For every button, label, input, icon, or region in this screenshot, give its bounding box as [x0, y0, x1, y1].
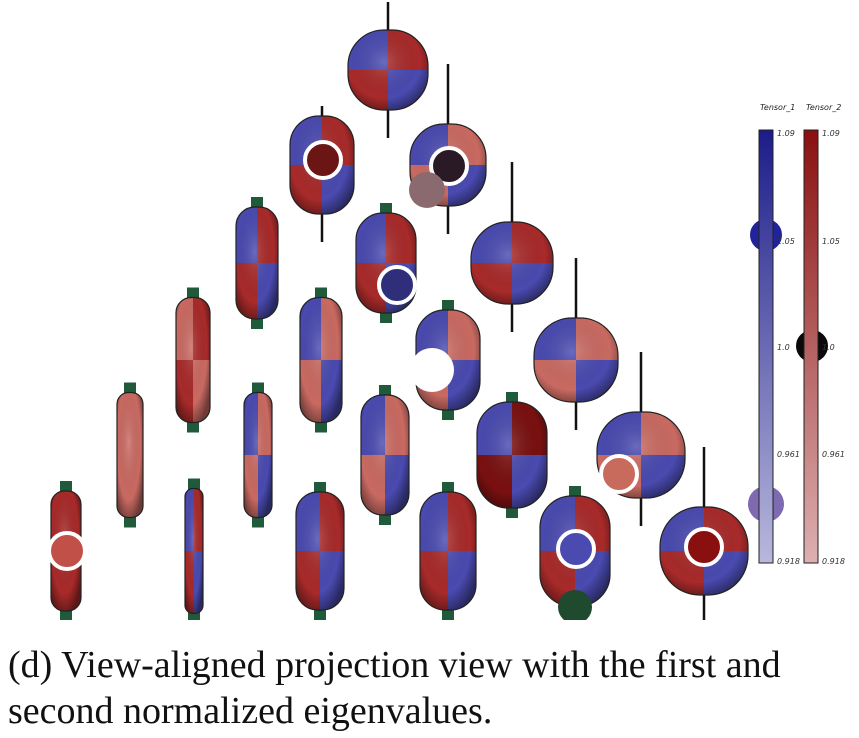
glyph-stem-bottom	[442, 608, 454, 620]
glyph-outline	[347, 29, 429, 111]
tensor-glyph	[360, 385, 410, 525]
glyph-stem-top	[188, 478, 200, 491]
glyph-outline	[360, 394, 410, 516]
tensor-glyphs	[50, 2, 749, 620]
glyph-outline	[289, 115, 355, 215]
figure-caption-line-1: (d) View-aligned projection view with th…	[8, 644, 781, 686]
colorbar-2-title: Tensor_2	[806, 103, 841, 112]
tensor-glyph	[243, 382, 273, 528]
glyph-outline	[116, 391, 144, 519]
glyph-stem-top	[124, 382, 136, 395]
marker-dot	[684, 527, 724, 567]
glyph-outline	[470, 221, 554, 305]
colorbar-2-tick: 1.09	[822, 129, 840, 138]
marker-dot	[429, 146, 469, 186]
tensor-glyph	[419, 482, 477, 620]
glyph-stem-top	[506, 392, 518, 404]
tensor-glyph	[299, 287, 343, 433]
glyph-stem-top	[187, 287, 199, 300]
marker-dot	[599, 454, 639, 494]
colorbar-1-gradient	[758, 129, 774, 564]
glyph-outline	[659, 506, 749, 596]
colorbar-1-tick: 1.09	[777, 129, 795, 138]
tensor-glyph	[476, 392, 548, 518]
tensor-glyph	[596, 352, 686, 526]
glyph-outline	[235, 206, 279, 320]
tensor-glyph	[175, 287, 211, 433]
glyph-stem-top	[60, 481, 72, 493]
glyph-stem-bottom	[379, 513, 391, 525]
colorbar-1-tick: 1.05	[777, 237, 795, 246]
glyph-stem-top	[315, 287, 327, 300]
glyph-outline	[476, 401, 548, 509]
glyph-stem-bottom	[442, 408, 454, 420]
glyph-outline	[409, 123, 487, 207]
glyph-stem-top	[442, 300, 454, 312]
glyph-stem-bottom	[252, 515, 264, 528]
tensor-glyph	[116, 382, 144, 528]
tensor-glyph	[470, 162, 554, 332]
glyph-outline	[243, 391, 273, 519]
marker-dot	[47, 531, 87, 571]
glyph-stem-top	[314, 482, 326, 494]
glyph-outline	[419, 491, 477, 611]
glyph-stem-bottom	[314, 608, 326, 620]
marker-dot	[410, 348, 454, 392]
glyph-stem-top	[252, 382, 264, 395]
colorbar-2-tick: 0.918	[822, 557, 845, 566]
glyph-stem-bottom	[188, 611, 200, 620]
glyph-outline	[299, 296, 343, 424]
glyph-stem-bottom	[380, 311, 392, 323]
colorbar-1-tick: 1.0	[777, 343, 790, 352]
figure-caption-line-2: second normalized eigenvalues.	[8, 690, 493, 732]
colorbar-tensor-2: Tensor_2 1.09 1.05 1.0 0.961 0.918	[803, 103, 845, 566]
glyph-stem-top	[380, 203, 392, 215]
glyph-outline	[533, 317, 619, 403]
glyph-stem-bottom	[187, 420, 199, 433]
tensor-glyph	[235, 197, 279, 329]
tensor-glyph	[355, 203, 417, 323]
colorbar-2-tick: 1.0	[822, 343, 835, 352]
tensor-glyph	[184, 478, 204, 620]
marker-dot	[377, 265, 417, 305]
glyph-stem-top	[251, 197, 263, 209]
glyph-stem-bottom	[251, 317, 263, 329]
glyph-stem-top	[569, 486, 581, 498]
marker-dot	[556, 529, 596, 569]
colorbar-1-tick: 0.918	[777, 557, 800, 566]
tensor-glyph	[295, 482, 345, 620]
tensor-glyph	[347, 2, 429, 138]
glyph-outline	[184, 487, 204, 615]
glyph-stem-bottom	[124, 515, 136, 528]
glyph-stem-bottom	[506, 506, 518, 518]
glyph-outline	[175, 296, 211, 424]
marker-dot	[303, 140, 343, 180]
colorbar-tensor-1: Tensor_1 1.09 1.05 1.0 0.961 0.918	[758, 103, 800, 566]
glyph-outline	[355, 212, 417, 314]
glyph-triangle-visualization: Tensor_1 1.09 1.05 1.0 0.961 0.918 Tenso…	[47, 2, 845, 620]
glyph-stem-top	[442, 482, 454, 494]
colorbar-2-tick: 1.05	[822, 237, 840, 246]
glyph-stem-top	[379, 385, 391, 397]
marker-dot	[558, 590, 592, 620]
glyph-stem-bottom	[60, 609, 72, 620]
colorbar-2-tick: 0.961	[822, 450, 845, 459]
marker-dot	[409, 172, 445, 208]
glyph-stem-bottom	[315, 420, 327, 433]
glyph-outline	[596, 411, 686, 499]
colorbar-2-gradient	[803, 129, 819, 564]
glyph-outline	[295, 491, 345, 611]
colorbar-1-title: Tensor_1	[760, 103, 795, 112]
colorbar-1-tick: 0.961	[777, 450, 800, 459]
